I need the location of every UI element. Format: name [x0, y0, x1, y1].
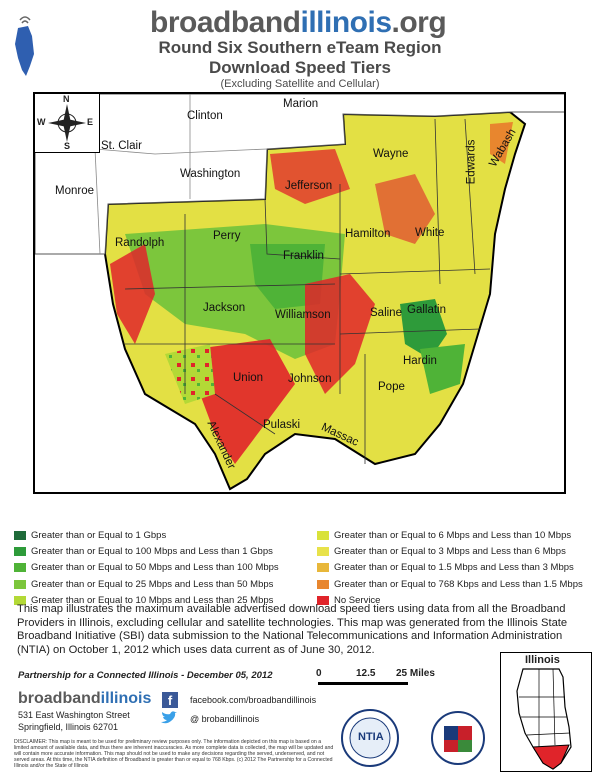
- map-note: (Excluding Satellite and Cellular): [220, 78, 380, 90]
- county-label: Hardin: [403, 355, 437, 367]
- compass-rose: N S E W: [35, 94, 100, 153]
- address-line-2: Springfield, Illinois 62701: [18, 722, 119, 732]
- scale-label-mid: 12.5: [356, 668, 376, 679]
- county-label: Jackson: [203, 302, 246, 314]
- scale-bar: 0 12.5 25 Miles: [316, 668, 446, 698]
- county-label: Monroe: [55, 185, 94, 197]
- twitter-link[interactable]: @ brobandillinois: [190, 714, 260, 724]
- gallatin-green: [400, 299, 447, 359]
- address-line-1: 531 East Washington Street: [18, 710, 130, 720]
- facebook-link[interactable]: facebook.com/broadbandillinois: [190, 695, 317, 705]
- illinois-inset-map: Illinois: [500, 652, 592, 772]
- county-label: Jefferson: [285, 180, 333, 192]
- county-label: Pulaski: [263, 419, 301, 431]
- twitter-icon[interactable]: [160, 711, 178, 725]
- outside-area: [35, 94, 564, 255]
- no-service-east: [375, 174, 435, 244]
- county-label: Randolph: [115, 237, 165, 249]
- orange-area: [490, 122, 513, 164]
- county-label: Wayne: [373, 148, 409, 160]
- ntia-label: NTIA: [358, 731, 384, 743]
- scale-label-end: 25 Miles: [396, 668, 435, 679]
- agency-seal-icon: [430, 710, 486, 766]
- map-canvas: [35, 94, 564, 491]
- county-label: St. Clair: [101, 140, 142, 152]
- county-label: Franklin: [283, 250, 324, 262]
- inset-state-shape: [516, 668, 572, 770]
- compass-n: N: [63, 94, 70, 104]
- mottled-area: [165, 344, 215, 404]
- speed-tier-map: N S E W Clinton Marion St. Clair Washing…: [33, 92, 566, 494]
- county-label: Gallatin: [407, 304, 446, 316]
- map-description: This map illustrates the maximum availab…: [17, 603, 568, 657]
- no-service-south: [195, 339, 295, 464]
- scale-line: [318, 682, 408, 685]
- disclaimer: DISCLAIMER: This map is meant to be used…: [14, 739, 334, 769]
- map-title: Round Six Southern eTeam Region: [158, 38, 442, 57]
- county-label: Pope: [378, 381, 405, 393]
- county-label: Marion: [283, 98, 319, 110]
- map-subtitle: Download Speed Tiers: [208, 58, 391, 77]
- no-service-north: [270, 149, 350, 204]
- illinois-state-logo-icon: [12, 14, 38, 78]
- county-label: Edwards: [465, 139, 478, 185]
- county-label: Williamson: [275, 309, 331, 321]
- compass-s: S: [64, 141, 71, 151]
- compass-e: E: [87, 117, 94, 127]
- facebook-icon[interactable]: f: [162, 692, 178, 708]
- county-label: White: [415, 227, 445, 239]
- brand-title: broadbandillinois.org: [150, 6, 447, 39]
- hardin-green: [420, 344, 465, 394]
- partnership-date: Partnership for a Connected Illinois - D…: [18, 670, 273, 681]
- inset-title: Illinois: [525, 654, 560, 666]
- county-label: Hamilton: [345, 228, 391, 240]
- county-label: Perry: [213, 230, 241, 242]
- county-label: Saline: [370, 307, 402, 319]
- compass-w: W: [37, 117, 46, 127]
- ntia-seal-icon: NTIA: [340, 708, 400, 768]
- county-label: Washington: [180, 168, 241, 180]
- footer-brand: broadbandillinois: [18, 690, 152, 707]
- county-borders: [124, 118, 491, 464]
- county-label: Johnson: [288, 373, 332, 385]
- scale-label-0: 0: [316, 668, 322, 679]
- no-service-west: [110, 244, 155, 344]
- county-label: Clinton: [187, 110, 223, 122]
- county-label: Union: [233, 372, 264, 384]
